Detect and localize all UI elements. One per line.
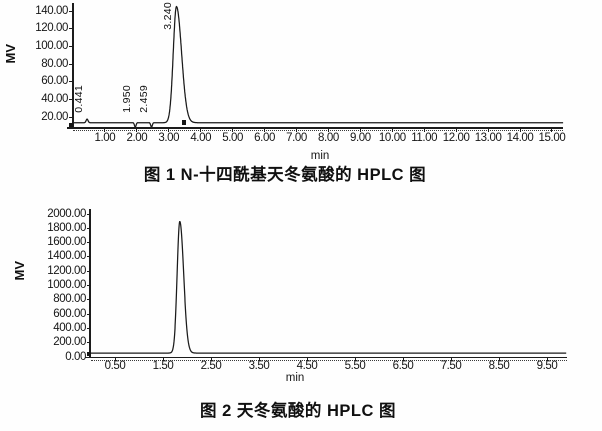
figure2-y-axis-title: MV (12, 261, 27, 281)
figure1-y-axis-line (72, 3, 74, 129)
chromatogram-trace-figure1 (73, 5, 564, 128)
figure1-integration-end-marker (182, 120, 186, 125)
figure1-origin-marker (69, 123, 73, 127)
figure2-minor-ticks (91, 359, 567, 361)
figure1-y-axis-title: MV (3, 44, 18, 64)
figure1-minor-ticks (73, 130, 563, 131)
figure2-caption: 图 2 天冬氨酸的 HPLC 图 (200, 402, 396, 420)
figure1-caption: 图 1 N-十四酰基天冬氨酸的 HPLC 图 (143, 166, 427, 184)
figure1-x-axis-title: min (310, 150, 330, 162)
figure1-x-axis-line (67, 127, 563, 129)
chromatogram-trace-figure2 (91, 220, 567, 354)
figure2-x-axis-title: min (285, 372, 305, 384)
figure2-y-axis-line (89, 209, 91, 358)
figure2-origin-marker (87, 352, 91, 356)
figure2-x-axis-line (85, 356, 567, 358)
